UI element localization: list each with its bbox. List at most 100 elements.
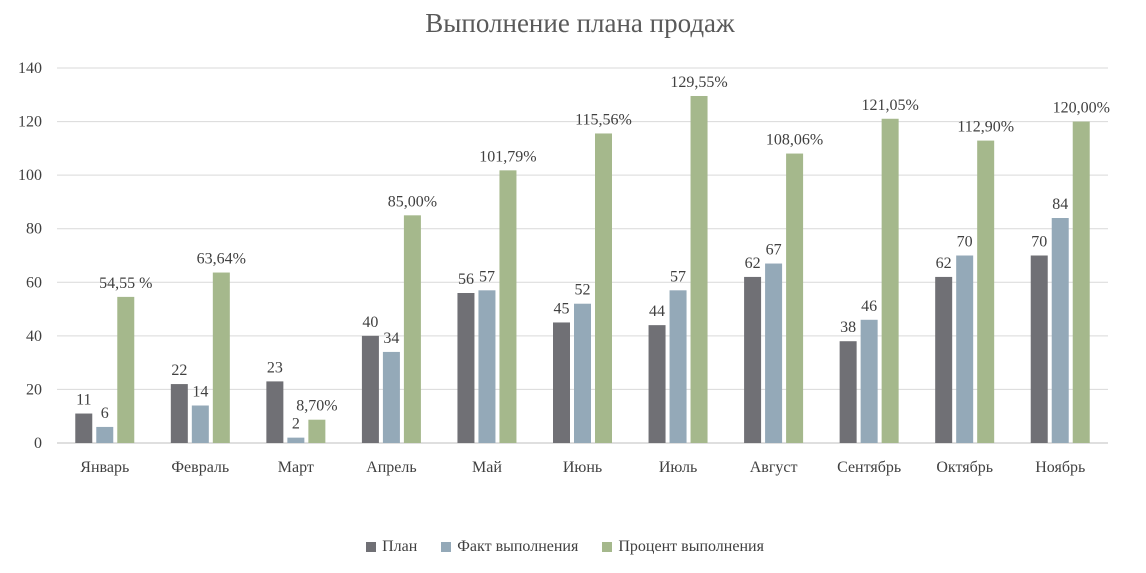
data-label: 57 <box>670 268 686 285</box>
legend-label: Процент выполнения <box>618 538 764 555</box>
data-label: 2 <box>292 416 300 433</box>
x-tick-label: Апрель <box>366 459 417 476</box>
x-tick-label: Август <box>750 459 798 476</box>
bar <box>287 437 305 443</box>
bar <box>595 133 612 443</box>
y-tick-label: 140 <box>18 60 42 77</box>
legend-item: Факт выполнения <box>441 538 578 556</box>
data-label: 46 <box>861 298 877 315</box>
x-axis-ticks: Январь Февраль Март Апрель Май Июнь Июль Август… <box>80 459 1085 476</box>
data-label: 23 <box>267 359 283 376</box>
data-label: 121,05% <box>861 97 918 114</box>
x-tick-label: Сентябрь <box>837 459 901 476</box>
data-label: 54,55 % <box>99 275 152 292</box>
bar <box>1030 255 1048 443</box>
bar <box>977 140 995 443</box>
bar <box>403 215 421 443</box>
data-label: 40 <box>362 314 378 331</box>
bar <box>478 290 496 443</box>
data-label: 44 <box>649 303 665 320</box>
data-label: 57 <box>479 268 495 285</box>
y-tick-label: 20 <box>26 381 42 398</box>
bar <box>935 276 953 443</box>
data-label: 115,56% <box>575 111 632 128</box>
bar-chart: 0 20 40 60 80 100 120 140 11 6 54,55 % 22 14 63,64% 2… <box>18 60 1110 476</box>
y-tick-label: 100 <box>18 167 42 184</box>
legend-item: Процент выполнения <box>602 538 764 556</box>
legend-item: План <box>366 538 417 556</box>
data-label: 63,64% <box>197 251 246 268</box>
data-label: 62 <box>936 255 952 272</box>
y-axis-ticks: 0 20 40 60 80 100 120 140 <box>18 60 42 452</box>
data-label: 38 <box>840 319 856 336</box>
x-tick-label: Июль <box>659 459 697 476</box>
data-label: 34 <box>383 330 399 347</box>
bar <box>382 351 400 443</box>
legend-swatch <box>366 542 377 552</box>
bar <box>881 118 899 444</box>
chart-title: Выполнение плана продаж <box>425 8 735 38</box>
bar <box>956 255 974 443</box>
bar <box>457 293 475 443</box>
x-tick-label: Октябрь <box>936 459 993 476</box>
x-tick-label: Январь <box>80 459 129 476</box>
bar <box>96 426 114 443</box>
x-tick-label: Февраль <box>171 459 229 476</box>
bars <box>75 95 1090 444</box>
data-label: 112,90% <box>957 119 1014 136</box>
data-label: 14 <box>192 384 208 401</box>
y-tick-label: 0 <box>34 435 42 452</box>
bar <box>690 95 708 443</box>
bar <box>860 319 878 443</box>
legend-swatch <box>602 542 613 552</box>
legend-label: План <box>382 538 418 555</box>
data-label: 22 <box>171 362 187 379</box>
data-label: 129,55% <box>670 74 727 91</box>
data-label: 108,06% <box>766 132 823 149</box>
data-labels: 11 6 54,55 % 22 14 63,64% 23 28,70% 40 34 85,00% 56… <box>76 74 1110 433</box>
data-label: 8,70% <box>296 398 337 415</box>
data-label: 101,79% <box>479 148 536 165</box>
data-label: 120,00% <box>1053 100 1110 117</box>
bar <box>1051 218 1069 443</box>
y-tick-label: 80 <box>26 221 42 238</box>
y-tick-label: 120 <box>18 114 42 131</box>
bar <box>574 303 591 443</box>
bar <box>361 335 379 443</box>
bar <box>839 341 857 443</box>
bar <box>191 405 209 443</box>
data-label: 56 <box>458 271 474 288</box>
y-tick-label: 40 <box>26 328 42 345</box>
bar <box>75 413 93 443</box>
x-tick-label: Ноябрь <box>1035 459 1085 476</box>
data-label: 11 <box>76 392 91 409</box>
legend-label: Факт выполнения <box>457 538 579 555</box>
bar <box>117 296 135 443</box>
data-label: 84 <box>1052 196 1068 213</box>
bar <box>765 263 783 443</box>
data-label: 70 <box>957 234 973 251</box>
data-label: 52 <box>575 282 591 299</box>
bar <box>499 170 517 444</box>
legend: План Факт выполнения Процент выполнения <box>0 538 1130 556</box>
bar <box>744 276 762 443</box>
legend-swatch <box>441 542 452 552</box>
data-label: 6 <box>101 405 109 422</box>
bar <box>266 381 284 443</box>
data-label: 45 <box>554 300 570 317</box>
data-label: 70 <box>1031 234 1047 251</box>
data-label: 67 <box>766 242 782 259</box>
x-tick-label: Май <box>472 459 502 476</box>
x-tick-label: Июнь <box>563 459 602 476</box>
bar <box>648 325 666 443</box>
bar <box>170 384 188 443</box>
y-tick-label: 60 <box>26 274 42 291</box>
data-label: 62 <box>745 255 761 272</box>
bar <box>669 290 687 443</box>
x-tick-label: Март <box>278 459 314 476</box>
data-label: 85,00% <box>388 193 437 210</box>
bar <box>212 272 230 443</box>
bar <box>553 322 570 443</box>
bar <box>786 153 804 443</box>
